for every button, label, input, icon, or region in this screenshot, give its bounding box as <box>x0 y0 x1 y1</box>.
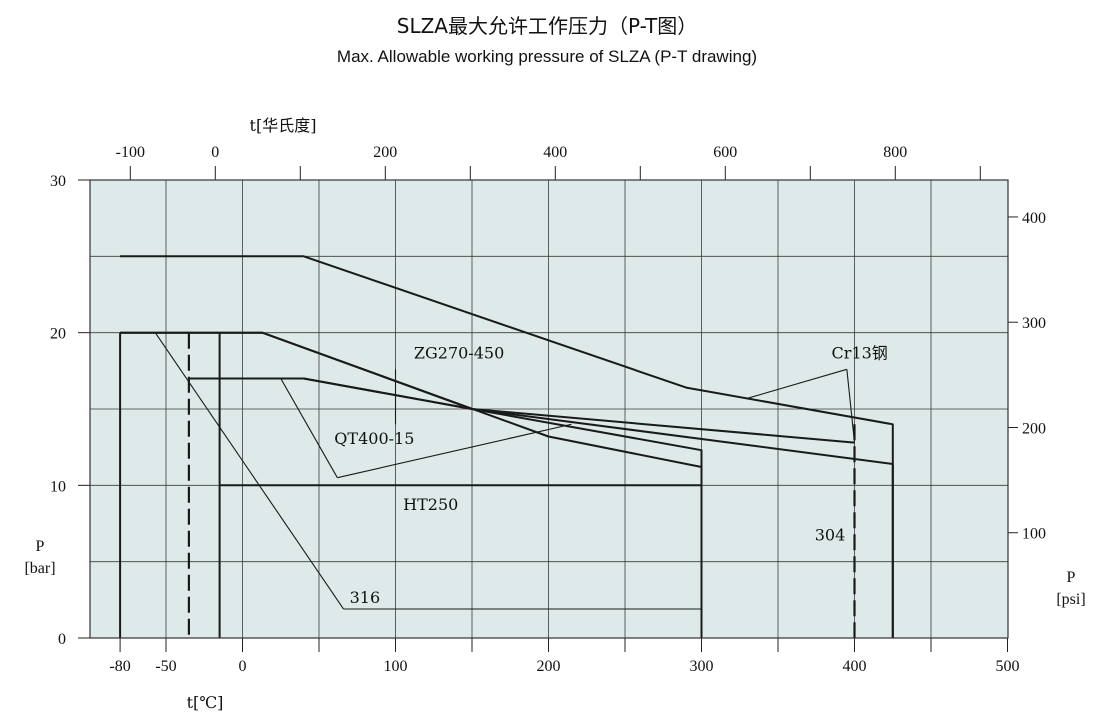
x2-tick-label: 800 <box>883 144 907 161</box>
y2-tick-label: 100 <box>1022 526 1046 543</box>
x2-axis-label: t[华氏度] <box>250 116 317 135</box>
x2-tick-label: 0 <box>211 144 219 161</box>
y-tick-label: 30 <box>50 173 66 190</box>
x2-tick-label: 200 <box>373 144 397 161</box>
x2-tick-label: 400 <box>543 144 567 161</box>
x-axis-label: t[℃] <box>187 693 224 712</box>
annotation-zg270-450: ZG270-450 <box>414 344 504 363</box>
y-tick-label: 0 <box>58 631 66 648</box>
x2-tick-label: -100 <box>116 144 145 161</box>
x-tick-label: 100 <box>384 658 408 675</box>
annotation-316: 316 <box>350 588 381 607</box>
chart-subtitle: Max. Allowable working pressure of SLZA … <box>337 47 757 66</box>
x-tick-label: 400 <box>843 658 867 675</box>
annotations: ZG270-450 Cr13钢 QT400-15 HT250 304 316 <box>154 332 888 610</box>
x-tick-label: 0 <box>239 658 247 675</box>
y2-axis-unit: [psi] <box>1056 591 1085 608</box>
x-tick-label: 300 <box>690 658 714 675</box>
annotation-ht250: HT250 <box>403 495 458 514</box>
series-line-ht250 <box>218 332 702 638</box>
y2-tick-label: 400 <box>1022 210 1046 227</box>
leader-line-cr13- <box>846 369 856 443</box>
x-tick-label: 500 <box>996 658 1020 675</box>
y2-axis-label: P <box>1067 569 1076 586</box>
chart-title: SLZA最大允许工作压力（P-T图） <box>397 14 697 38</box>
leader-line-qt400-15 <box>337 423 572 479</box>
axis-ticks: -80 -50 0 100 200 300 400 500 -100 0 200 400 600 800 0… <box>50 144 1046 675</box>
y-axis-label: P <box>36 538 45 555</box>
plot-frame <box>89 179 1009 639</box>
y-tick-label: 20 <box>50 326 66 343</box>
annotation-qt400-15: QT400-15 <box>334 429 414 448</box>
annotation-304: 304 <box>815 525 846 544</box>
y-tick-label: 10 <box>50 478 66 495</box>
y2-tick-label: 300 <box>1022 315 1046 332</box>
x-tick-label: 200 <box>537 658 561 675</box>
x2-tick-label: 600 <box>713 144 737 161</box>
y2-tick-label: 200 <box>1022 420 1046 437</box>
x-tick-label: -80 <box>109 658 130 675</box>
leader-line-316 <box>154 332 344 610</box>
x-tick-label: -50 <box>155 658 176 675</box>
leader-line-qt400-15 <box>280 378 338 478</box>
leader-line-cr13- <box>747 368 848 399</box>
data-series <box>119 255 894 638</box>
annotation-cr13-: Cr13钢 <box>832 344 888 363</box>
y-axis-unit: [bar] <box>24 560 55 577</box>
series-line-316 <box>188 377 855 444</box>
